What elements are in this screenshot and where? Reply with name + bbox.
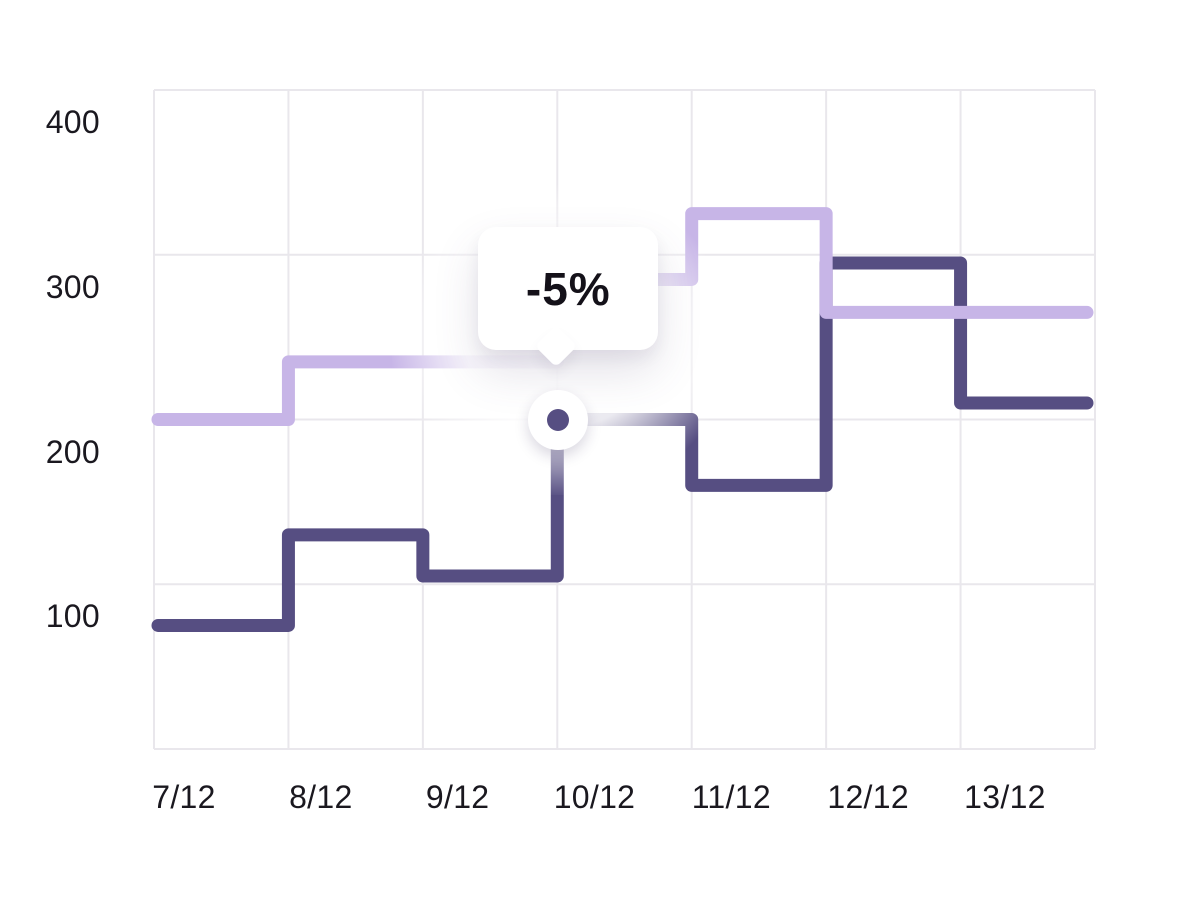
y-tick-label: 200 (45, 433, 100, 470)
y-tick-label: 400 (45, 104, 100, 140)
x-tick-label: 13/12 (964, 779, 1046, 815)
data-point-halo (527, 389, 588, 450)
tooltip-value: -5% (525, 262, 611, 315)
x-tick-label: 7/12 (152, 779, 216, 815)
tooltip: -5% (478, 227, 659, 368)
x-tick-label: 9/12 (425, 779, 490, 815)
y-tick-label: 300 (45, 268, 100, 305)
x-tick-label: 11/12 (691, 779, 771, 815)
data-point-marker[interactable] (546, 408, 569, 431)
x-tick-label: 8/12 (289, 779, 353, 815)
x-tick-label: 10/12 (553, 779, 636, 815)
x-tick-label: 12/12 (827, 779, 909, 815)
y-tick-label: 100 (45, 598, 100, 635)
